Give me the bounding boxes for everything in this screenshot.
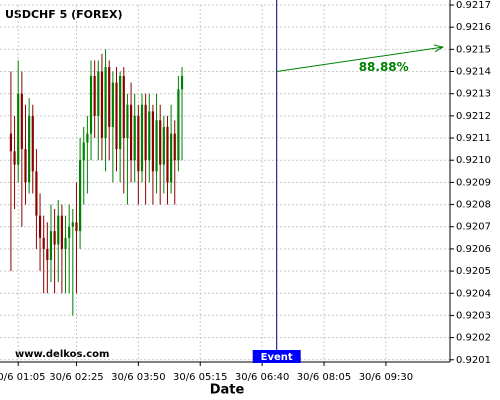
candle-body (166, 126, 169, 183)
x-tick-label: 30/6 01:05 (0, 372, 45, 383)
arrow-label: 88.88% (359, 60, 409, 74)
y-tick-label: 0.9203 (456, 310, 491, 321)
candle-body (115, 82, 118, 150)
candle-body (159, 120, 162, 165)
x-tick-label: 30/6 05:15 (173, 372, 227, 383)
candle-body (108, 67, 111, 127)
event-badge (252, 350, 301, 363)
x-tick-label: 30/6 09:30 (359, 372, 413, 383)
y-tick-label: 0.9217 (456, 0, 491, 11)
candle-body (173, 133, 176, 161)
candle-body (86, 133, 89, 143)
event-label: Event (261, 352, 293, 363)
arrow-head (433, 44, 444, 53)
candle-body (28, 115, 31, 183)
candle-body (75, 222, 78, 232)
candle-body (49, 231, 53, 260)
y-tick-label: 0.9208 (456, 200, 491, 211)
candle-body (79, 160, 82, 232)
x-tick-label: 30/6 06:40 (235, 372, 289, 383)
y-tick-label: 0.9216 (456, 22, 491, 33)
candle-body (126, 104, 129, 139)
candle-body (68, 226, 71, 238)
candle-body (129, 104, 133, 161)
candle-body (140, 104, 144, 172)
y-tick-label: 0.9201 (456, 355, 491, 366)
candle-body (144, 104, 147, 161)
y-tick-label: 0.9206 (456, 244, 491, 255)
candle-body (82, 142, 85, 161)
candle-body (42, 237, 45, 249)
y-tick-label: 0.9209 (456, 177, 491, 188)
candle-body (24, 149, 27, 183)
candle-body (53, 231, 56, 245)
candle-body (155, 120, 158, 172)
candle-body (180, 75, 184, 90)
candle-body (137, 115, 140, 172)
y-tick-label: 0.9213 (456, 89, 491, 100)
candle-body (64, 237, 67, 249)
y-tick-label: 0.9215 (456, 44, 491, 55)
candle-body (13, 151, 16, 165)
candle-body (151, 111, 155, 172)
candle-body (148, 111, 151, 161)
candle-body (57, 215, 60, 245)
x-tick-label: 30/6 03:50 (111, 372, 165, 383)
candle-body (38, 215, 42, 238)
candle-body (122, 75, 125, 139)
candle-body (60, 215, 63, 249)
y-tick-label: 0.9210 (456, 155, 491, 166)
candle-body (100, 71, 104, 139)
candle-body (89, 75, 93, 134)
watermark: www.delkos.com (15, 349, 109, 360)
candle-body (31, 115, 34, 172)
y-tick-label: 0.9202 (456, 333, 491, 344)
candle-body (93, 75, 96, 116)
candle-body (177, 89, 180, 161)
candle-body (46, 248, 49, 260)
y-tick-label: 0.9214 (456, 67, 491, 78)
candle-body (17, 93, 20, 165)
candle-body (9, 133, 13, 152)
candle-body (97, 71, 100, 116)
y-tick-label: 0.9211 (456, 133, 491, 144)
x-axis-title: Date (210, 383, 245, 398)
y-tick-label: 0.9207 (456, 222, 491, 233)
candle-body (111, 82, 114, 127)
y-tick-label: 0.9204 (456, 288, 491, 299)
y-tick-label: 0.9205 (456, 266, 491, 277)
x-tick-label: 30/6 02:25 (49, 372, 103, 383)
x-tick-label: 30/6 08:05 (297, 372, 351, 383)
arrow-line (276, 46, 443, 73)
candle-body (20, 93, 23, 150)
candle-body (71, 222, 74, 227)
candle-body (170, 133, 173, 183)
candle-body (119, 75, 122, 150)
candle-body (104, 67, 107, 139)
candle-body (133, 115, 136, 161)
chart-title: USDCHF 5 (FOREX) (5, 8, 122, 21)
y-tick-label: 0.9212 (456, 111, 491, 122)
candle-body (162, 126, 165, 165)
candle-body (35, 171, 38, 216)
